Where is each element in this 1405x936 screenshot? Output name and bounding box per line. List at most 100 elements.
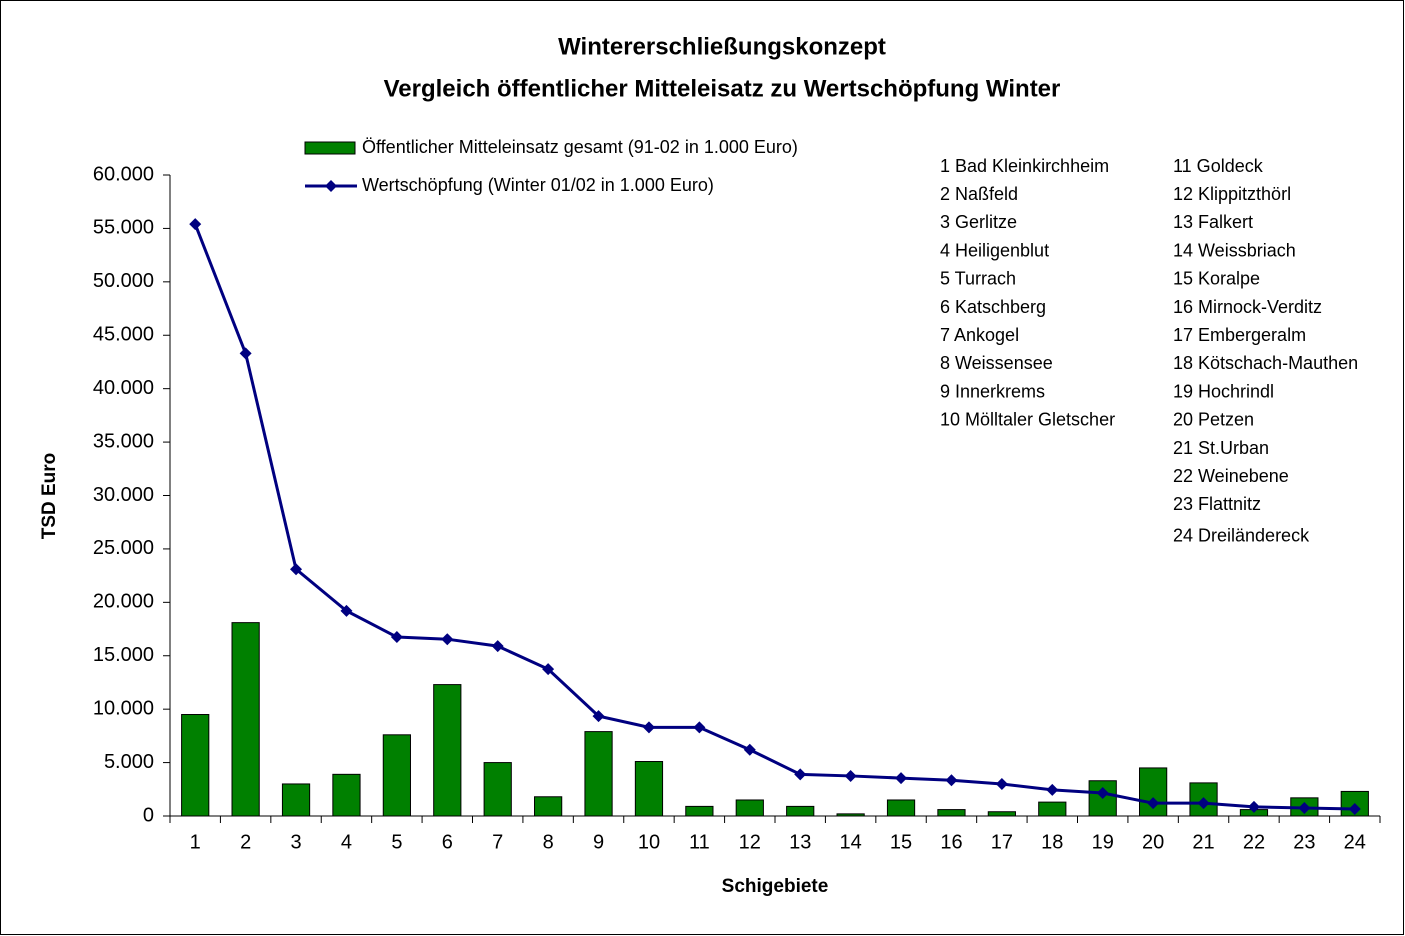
- x-tick-label: 2: [240, 831, 251, 853]
- x-tick-label: 14: [840, 831, 862, 853]
- y-tick-label: 45.000: [93, 324, 154, 346]
- marker: [1096, 787, 1109, 800]
- x-tick-label: 9: [593, 831, 604, 853]
- marker: [441, 633, 454, 646]
- marker: [340, 604, 353, 617]
- marker: [390, 631, 403, 644]
- bar: [534, 796, 563, 817]
- bar: [886, 799, 916, 817]
- x-tick-label: 3: [290, 831, 301, 853]
- y-tick-label: 40.000: [93, 377, 154, 399]
- annotation: 5 Turrach: [940, 269, 1016, 289]
- marker: [642, 721, 655, 734]
- annotation: 1 Bad Kleinkirchheim: [940, 156, 1109, 176]
- marker: [189, 218, 202, 231]
- annotation: 12 Klippitzthörl: [1173, 184, 1291, 204]
- bar: [987, 811, 1016, 817]
- x-tick-label: 13: [789, 831, 811, 853]
- marker: [542, 663, 555, 676]
- marker: [1197, 797, 1210, 810]
- y-tick-label: 25.000: [93, 537, 154, 559]
- x-tick-label: 24: [1344, 831, 1366, 853]
- marker: [1298, 801, 1311, 814]
- marker: [592, 710, 605, 723]
- y-tick-label: 0: [143, 804, 154, 826]
- annotation: 7 Ankogel: [940, 325, 1019, 345]
- line: [193, 223, 1355, 811]
- annotation: 24 Dreiländereck: [1173, 525, 1310, 545]
- x-tick-label: 19: [1092, 831, 1114, 853]
- annotation: 21 St.Urban: [1173, 438, 1269, 458]
- annotation: 17 Embergeralm: [1173, 325, 1306, 345]
- marker: [239, 347, 252, 360]
- annotation: 4 Heiligenblut: [940, 240, 1049, 260]
- x-axis-label: Schigebiete: [722, 876, 829, 897]
- y-tick-label: 35.000: [93, 430, 154, 452]
- bar: [231, 622, 260, 817]
- y-tick-label: 55.000: [93, 217, 154, 239]
- x-tick-label: 17: [991, 831, 1013, 853]
- x-tick-label: 6: [442, 831, 453, 853]
- annotation: 19 Hochrindl: [1173, 381, 1274, 401]
- x-tick-label: 22: [1243, 831, 1265, 853]
- legend-swatch: [304, 141, 356, 155]
- x-tick-label: 12: [739, 831, 761, 853]
- annotation: 13 Falkert: [1173, 212, 1253, 232]
- x-tick-label: 1: [190, 831, 201, 853]
- legend-marker: [325, 180, 337, 192]
- y-tick-label: 50.000: [93, 270, 154, 292]
- annotation: 3 Gerlitze: [940, 212, 1017, 232]
- x-tick-label: 21: [1192, 831, 1214, 853]
- bar: [685, 805, 714, 817]
- bar: [584, 731, 613, 817]
- annotation: 22 Weinebene: [1173, 466, 1289, 486]
- chart-subtitle: Vergleich öffentlicher Mitteleisatz zu W…: [384, 75, 1061, 102]
- annotation: 9 Innerkrems: [940, 381, 1045, 401]
- chart-title: Wintererschließungskonzept: [558, 33, 886, 60]
- annotation: 6 Katschberg: [940, 297, 1046, 317]
- y-tick-label: 20.000: [93, 591, 154, 613]
- x-tick-label: 15: [890, 831, 912, 853]
- bar: [483, 762, 512, 817]
- y-tick-label: 5.000: [104, 751, 154, 773]
- bar: [634, 761, 664, 817]
- y-tick-label: 30.000: [93, 484, 154, 506]
- x-tick-label: 7: [492, 831, 503, 853]
- bar: [735, 799, 764, 817]
- marker: [693, 721, 706, 734]
- x-tick-label: 8: [543, 831, 554, 853]
- annotation: 10 Mölltaler Gletscher: [940, 410, 1115, 430]
- legend-label: Öffentlicher Mitteleinsatz gesamt (91-02…: [362, 137, 798, 157]
- marker: [491, 640, 504, 653]
- annotation: 23 Flattnitz: [1173, 494, 1261, 514]
- y-tick-label: 15.000: [93, 644, 154, 666]
- bar: [1038, 801, 1067, 817]
- annotation: 11 Goldeck: [1173, 156, 1264, 176]
- x-tick-label: 10: [638, 831, 660, 853]
- annotation: 18 Kötschach-Mauthen: [1173, 353, 1358, 373]
- y-tick-label: 60.000: [93, 163, 154, 185]
- y-axis-label: TSD Euro: [39, 453, 60, 540]
- marker: [844, 769, 857, 782]
- marker: [1147, 797, 1160, 810]
- marker: [1046, 783, 1059, 796]
- annotation: 15 Koralpe: [1173, 269, 1260, 289]
- x-tick-label: 5: [391, 831, 402, 853]
- annotation: 16 Mirnock-Verditz: [1173, 297, 1322, 317]
- marker: [895, 772, 908, 785]
- x-tick-label: 20: [1142, 831, 1164, 853]
- marker: [1247, 800, 1260, 813]
- bar: [836, 813, 865, 817]
- marker: [743, 743, 756, 756]
- bar: [937, 809, 966, 817]
- marker: [1348, 803, 1361, 816]
- bar: [181, 714, 210, 817]
- x-tick-label: 11: [689, 831, 710, 853]
- x-tick-label: 18: [1041, 831, 1063, 853]
- x-tick-label: 16: [940, 831, 962, 853]
- bar: [281, 783, 311, 817]
- y-tick-label: 10.000: [93, 697, 154, 719]
- bar: [433, 684, 462, 817]
- marker: [995, 777, 1008, 790]
